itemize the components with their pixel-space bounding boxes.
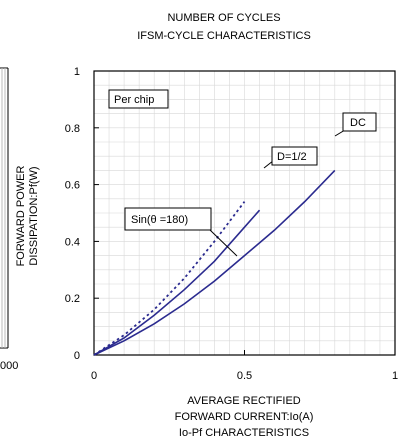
series-group bbox=[93, 169, 336, 356]
leader-sin bbox=[209, 229, 238, 257]
chart-title: IFSM-CYCLE CHARACTERISTICS bbox=[137, 30, 311, 42]
callout-d12-text: D=1/2 bbox=[277, 151, 307, 163]
y-tick-label: 0.8 bbox=[65, 123, 80, 135]
neighbor-chart-fragment bbox=[0, 67, 9, 349]
neighbor-chart-tick: 000 bbox=[0, 360, 19, 372]
callout-sin-box bbox=[124, 207, 212, 231]
callout-d12: D=1/2 bbox=[271, 146, 318, 166]
series-line-2 bbox=[93, 209, 261, 356]
y-tick-label: 1 bbox=[74, 66, 80, 78]
chart-caption-top: NUMBER OF CYCLES bbox=[167, 12, 281, 24]
x-tick-label: 0.5 bbox=[237, 370, 252, 382]
callout-dc-box bbox=[342, 112, 377, 132]
callout-d12-box bbox=[271, 146, 318, 166]
callout-dc: DC bbox=[342, 112, 377, 132]
callout-per-chip-text: Per chip bbox=[114, 94, 154, 106]
x-axis-label-line-2: FORWARD CURRENT:Io(A) bbox=[174, 411, 314, 423]
y-tick-label: 0.6 bbox=[65, 180, 80, 192]
x-tick-label: 1 bbox=[392, 370, 398, 382]
callout-sin-text: Sin(θ =180) bbox=[131, 214, 188, 226]
series-line-1 bbox=[93, 169, 336, 356]
callout-dc-text: DC bbox=[350, 117, 366, 129]
chart-bottom-caption: Io-Pf CHARACTERISTICS bbox=[178, 427, 310, 439]
callout-sin: Sin(θ =180) bbox=[124, 207, 212, 231]
y-tick-label: 0.4 bbox=[65, 236, 80, 248]
axis-ticks: 0 0.2 0.4 0.6 0.8 1 0 0.5 1 bbox=[65, 66, 398, 382]
callout-per-chip: Per chip bbox=[108, 89, 169, 109]
x-tick-label: 0 bbox=[91, 370, 97, 382]
callout-per-chip-box bbox=[108, 89, 169, 109]
y-tick-label: 0.2 bbox=[65, 293, 80, 305]
y-tick-label: 0 bbox=[74, 350, 80, 362]
x-axis-label-line-1: AVERAGE RECTIFIED bbox=[187, 395, 301, 407]
